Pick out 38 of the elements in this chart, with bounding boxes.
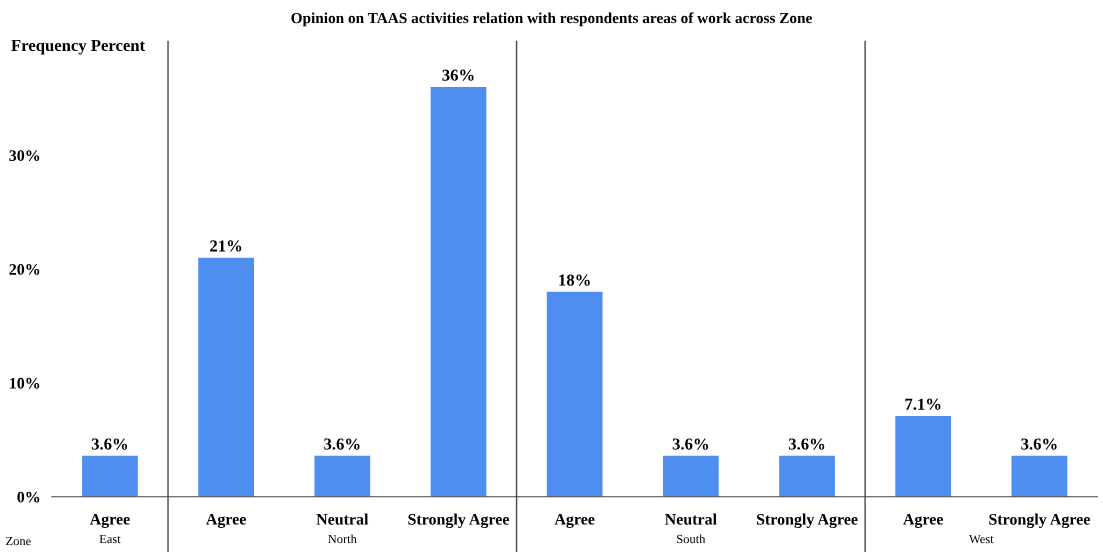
- x-tick-label: Agree: [903, 513, 944, 528]
- y-tick-label: 10%: [10, 377, 40, 389]
- bar: [430, 86, 487, 497]
- text: West: [968, 534, 994, 544]
- text: Zone: [6, 536, 31, 546]
- text: East: [99, 534, 121, 544]
- y-tick-label: 20%: [9, 264, 40, 275]
- data-label: 3.6%: [324, 438, 360, 450]
- text: North: [328, 534, 357, 544]
- data-label: 36%: [442, 69, 474, 81]
- data-label: 7.1%: [905, 398, 941, 410]
- bar: [546, 291, 603, 497]
- data-label: 21%: [210, 240, 242, 252]
- x-tick-label: Neutral: [664, 513, 717, 525]
- bar: [198, 257, 254, 497]
- data-label: 3.6%: [788, 438, 825, 450]
- data-label: 3.6%: [91, 438, 128, 450]
- bar: [662, 455, 719, 497]
- bar: [779, 455, 835, 497]
- y-tick-label: 30%: [9, 150, 40, 161]
- x-tick-label: Strongly Agree: [408, 513, 510, 529]
- y-tick-label: 0%: [17, 491, 40, 503]
- bar: [1011, 455, 1068, 497]
- y-axis-title: Frequency Percent: [11, 39, 146, 55]
- x-tick-label: Agree: [206, 513, 246, 528]
- data-label: 3.6%: [1021, 438, 1057, 450]
- bar: [895, 415, 952, 497]
- bar: [314, 455, 371, 497]
- x-tick-label: Strongly Agree: [989, 513, 1090, 529]
- x-tick-label: Strongly Agree: [756, 513, 858, 529]
- data-label: 18%: [559, 274, 590, 286]
- text: South: [677, 534, 706, 544]
- x-tick-label: Neutral: [316, 513, 369, 525]
- x-tick-label: Agree: [89, 513, 130, 528]
- bar: [82, 455, 138, 497]
- data-label: 3.6%: [672, 438, 709, 450]
- chart-title: Opinion on TAAS activities relation with respondents areas of work across Zone: [291, 12, 812, 27]
- x-tick-label: Agree: [554, 513, 595, 528]
